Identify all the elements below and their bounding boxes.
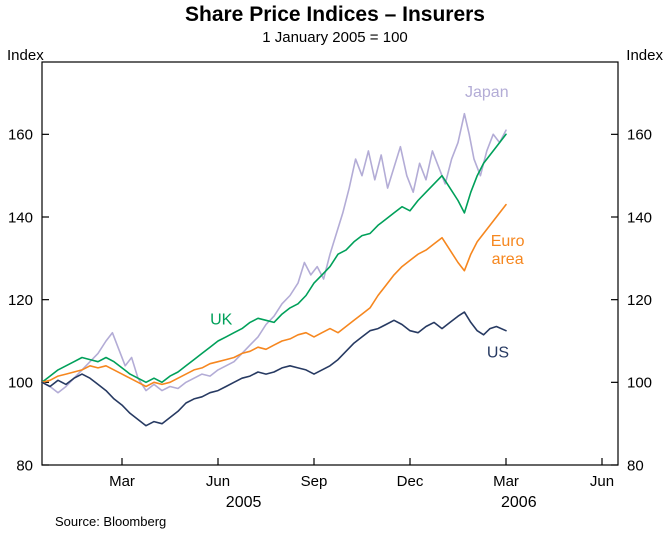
chart-subtitle: 1 January 2005 = 100 xyxy=(262,29,408,46)
source-note: Source: Bloomberg xyxy=(55,514,167,529)
x-tick-label: Jun xyxy=(590,473,614,490)
series-line-euro-area xyxy=(41,203,507,388)
y-tick-label-left: 120 xyxy=(8,292,33,309)
series-line-us xyxy=(41,311,507,427)
y-tick-label-left: 80 xyxy=(16,457,33,474)
line-chart-canvas: 80 80 100 100 120 120 140 140 160 160 Mar Jun Sep Dec… xyxy=(8,61,652,511)
series-line-uk xyxy=(41,133,507,384)
y-tick-label-right: 120 xyxy=(627,292,652,309)
y-tick-label-right: 80 xyxy=(627,457,644,474)
y-axis-label-right: Index xyxy=(626,47,663,64)
series-label-uk: UK xyxy=(210,311,233,328)
chart-title: Share Price Indices – Insurers xyxy=(185,3,485,26)
y-axis-label-left: Index xyxy=(7,47,44,64)
plot-frame xyxy=(41,61,619,466)
y-tick-label-right: 160 xyxy=(627,127,652,144)
x-tick-label: Jun xyxy=(206,473,230,490)
y-tick-label-right: 100 xyxy=(627,375,652,392)
x-tick-label: Dec xyxy=(397,473,424,490)
series-label-euro-area: Euro area xyxy=(491,233,525,268)
x-tick-label: Mar xyxy=(493,473,519,490)
series-line-japan xyxy=(41,112,507,394)
series-label-us: US xyxy=(487,345,509,362)
y-tick-label-right: 140 xyxy=(627,209,652,226)
x-year-label: 2005 xyxy=(226,494,262,511)
x-year-label: 2006 xyxy=(501,494,537,511)
y-tick-label-left: 100 xyxy=(8,375,33,392)
y-tick-label-left: 160 xyxy=(8,127,33,144)
x-tick-label: Mar xyxy=(109,473,135,490)
series-label-japan: Japan xyxy=(465,84,509,101)
y-tick-label-left: 140 xyxy=(8,209,33,226)
x-tick-label: Sep xyxy=(301,473,328,490)
